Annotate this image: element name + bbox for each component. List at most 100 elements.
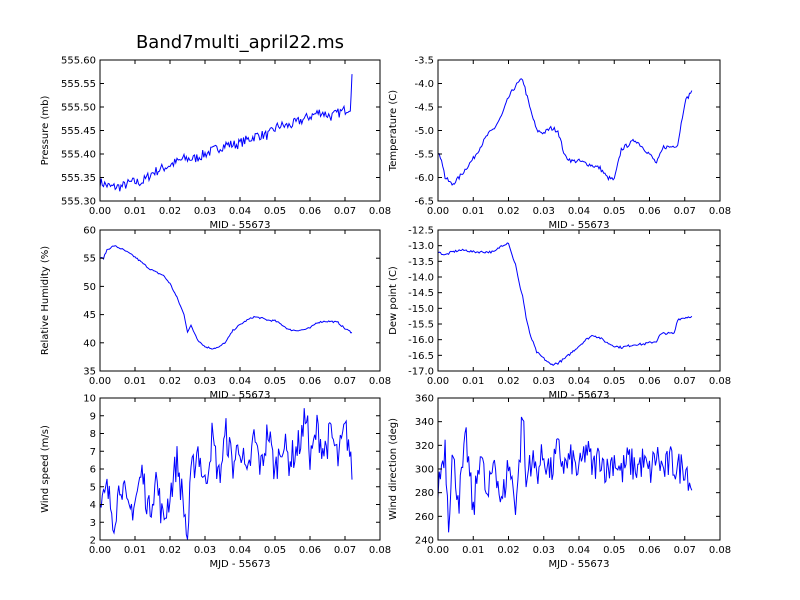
y-tick-label: 360 xyxy=(415,394,434,405)
y-tick-label: -13.0 xyxy=(408,241,434,252)
x-tick-label: 0.01 xyxy=(462,206,484,217)
y-tick-label: 5 xyxy=(90,482,96,493)
x-tick-label: 0.07 xyxy=(674,545,696,556)
x-tick-label: 0.08 xyxy=(369,206,391,217)
y-tick-label: -14.5 xyxy=(408,288,434,299)
x-tick-label: 0.05 xyxy=(264,206,286,217)
y-tick-label: -5.5 xyxy=(414,150,434,161)
y-tick-label: 300 xyxy=(415,465,434,476)
y-tick-label: 555.45 xyxy=(61,126,96,137)
x-tick-label: 0.03 xyxy=(533,545,555,556)
x-tick-label: 0.06 xyxy=(638,206,660,217)
y-tick-label: -14.0 xyxy=(408,273,434,284)
x-tick-label: 0.06 xyxy=(638,376,660,387)
y-tick-label: 40 xyxy=(83,338,96,349)
x-tick-label: 0.00 xyxy=(89,545,111,556)
series-line-pressure xyxy=(100,74,353,192)
x-tick-label: 0.01 xyxy=(124,545,146,556)
x-tick-label: 0.00 xyxy=(427,206,449,217)
x-tick-label: 0.06 xyxy=(299,545,321,556)
y-tick-label: -4.5 xyxy=(414,103,434,114)
y-tick-label: -3.5 xyxy=(414,56,434,67)
x-tick-label: 0.08 xyxy=(369,376,391,387)
y-tick-label: -4.0 xyxy=(414,79,434,90)
y-tick-label: 35 xyxy=(83,367,96,378)
x-tick-label: 0.06 xyxy=(299,376,321,387)
x-tick-label: 0.07 xyxy=(674,206,696,217)
y-tick-label: 555.40 xyxy=(61,150,96,161)
y-tick-label: 320 xyxy=(415,441,434,452)
y-tick-label: -15.0 xyxy=(408,304,434,315)
x-tick-label: 0.07 xyxy=(334,376,356,387)
x-tick-label: 0.04 xyxy=(568,376,590,387)
x-tick-label: 0.02 xyxy=(497,545,519,556)
x-tick-label: 0.05 xyxy=(264,545,286,556)
y-tick-label: -6.0 xyxy=(414,173,434,184)
x-tick-label: 0.04 xyxy=(568,545,590,556)
series-line-dewpoint xyxy=(438,242,693,366)
y-tick-label: 240 xyxy=(415,536,434,547)
y-axis-label: Temperature (C) xyxy=(388,90,399,172)
panel-pressure: 0.00 0.01 0.02 0.03 0.04 0.05 0.06 0.07 0.08 555.… xyxy=(40,56,391,232)
panel-temperature: 0.00 0.01 0.02 0.03 0.04 0.05 0.06 0.07 0.08 -6.5… xyxy=(388,56,731,232)
x-tick-label: 0.05 xyxy=(603,545,625,556)
x-tick-label: 0.07 xyxy=(334,545,356,556)
x-tick-label: 0.02 xyxy=(497,206,519,217)
y-tick-label: 555.30 xyxy=(61,197,96,208)
y-tick-label: 60 xyxy=(83,226,96,237)
x-tick-label: 0.05 xyxy=(603,206,625,217)
figure-title: Band7multi_april22.ms xyxy=(136,32,344,53)
y-tick-label: 555.50 xyxy=(61,103,96,114)
x-tick-label: 0.03 xyxy=(194,376,216,387)
series-line-windspeed xyxy=(100,408,353,540)
y-axis-label: Wind direction (deg) xyxy=(388,418,399,520)
y-tick-label: 8 xyxy=(90,429,96,440)
x-axis-label: MJD - 55673 xyxy=(209,559,270,570)
y-tick-label: 4 xyxy=(90,500,96,511)
y-tick-label: 45 xyxy=(83,310,96,321)
x-tick-label: 0.05 xyxy=(603,376,625,387)
series-line-temperature xyxy=(438,78,693,186)
x-tick-label: 0.06 xyxy=(638,545,660,556)
x-tick-label: 0.01 xyxy=(462,545,484,556)
x-tick-label: 0.01 xyxy=(124,206,146,217)
x-tick-label: 0.04 xyxy=(229,545,251,556)
y-axis-label: Pressure (mb) xyxy=(40,96,51,166)
x-tick-label: 0.05 xyxy=(264,376,286,387)
x-tick-label: 0.07 xyxy=(674,376,696,387)
x-tick-label: 0.01 xyxy=(124,376,146,387)
y-tick-label: 340 xyxy=(415,417,434,428)
x-tick-label: 0.01 xyxy=(462,376,484,387)
x-tick-label: 0.00 xyxy=(89,206,111,217)
y-tick-label: 6 xyxy=(90,465,96,476)
x-tick-label: 0.04 xyxy=(229,206,251,217)
y-tick-label: 555.60 xyxy=(61,56,96,67)
y-tick-label: -15.5 xyxy=(408,320,434,331)
y-tick-label: 9 xyxy=(90,411,96,422)
x-tick-label: 0.00 xyxy=(89,376,111,387)
panel-dewpoint: 0.00 0.01 0.02 0.03 0.04 0.05 0.06 0.07 0.08 -17.… xyxy=(388,226,731,402)
y-tick-label: -12.5 xyxy=(408,226,434,237)
y-tick-label: 7 xyxy=(90,447,96,458)
y-tick-label: -17.0 xyxy=(408,367,434,378)
y-tick-label: 3 xyxy=(90,518,96,529)
y-tick-label: -16.0 xyxy=(408,335,434,346)
y-axis-label: Relative Humidity (%) xyxy=(40,246,51,355)
x-tick-label: 0.08 xyxy=(709,376,731,387)
series-line-humidity xyxy=(100,245,353,350)
x-tick-label: 0.08 xyxy=(709,206,731,217)
x-tick-label: 0.06 xyxy=(299,206,321,217)
y-tick-label: 260 xyxy=(415,512,434,523)
panel-humidity: 0.00 0.01 0.02 0.03 0.04 0.05 0.06 0.07 0.08 35 40… xyxy=(40,226,391,402)
y-tick-label: 55 xyxy=(83,254,96,265)
x-tick-label: 0.03 xyxy=(194,206,216,217)
y-tick-label: -6.5 xyxy=(414,197,434,208)
y-axis-label: Wind speed (m/s) xyxy=(40,425,51,513)
y-tick-label: -13.5 xyxy=(408,257,434,268)
y-tick-label: 280 xyxy=(415,488,434,499)
series-line-winddir xyxy=(438,416,693,533)
x-axis-label: MID - 55673 xyxy=(209,390,270,401)
x-tick-label: 0.04 xyxy=(568,206,590,217)
x-tick-label: 0.00 xyxy=(427,545,449,556)
